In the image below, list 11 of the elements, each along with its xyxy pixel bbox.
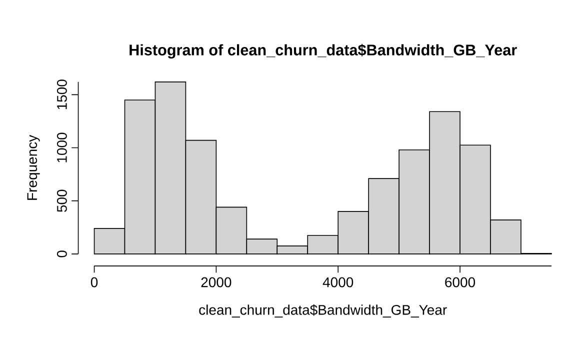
y-tick-label: 1500 [56,80,67,110]
x-tick-label: 0 [90,277,98,288]
x-tick-label: 2000 [201,277,232,288]
x-tick-label: 6000 [445,277,476,288]
x-tick-label: 4000 [322,277,354,288]
y-tick-label: 500 [56,190,67,212]
y-axis-title: Frequency [27,134,40,200]
y-tick-label: 0 [56,250,67,258]
chart-title: Histogram of clean_churn_data$Bandwidth_GB_Year [130,44,517,59]
y-tick-label: 1000 [56,132,67,162]
x-axis-title: clean_churn_data$Bandwidth_GB_Year [199,304,447,318]
